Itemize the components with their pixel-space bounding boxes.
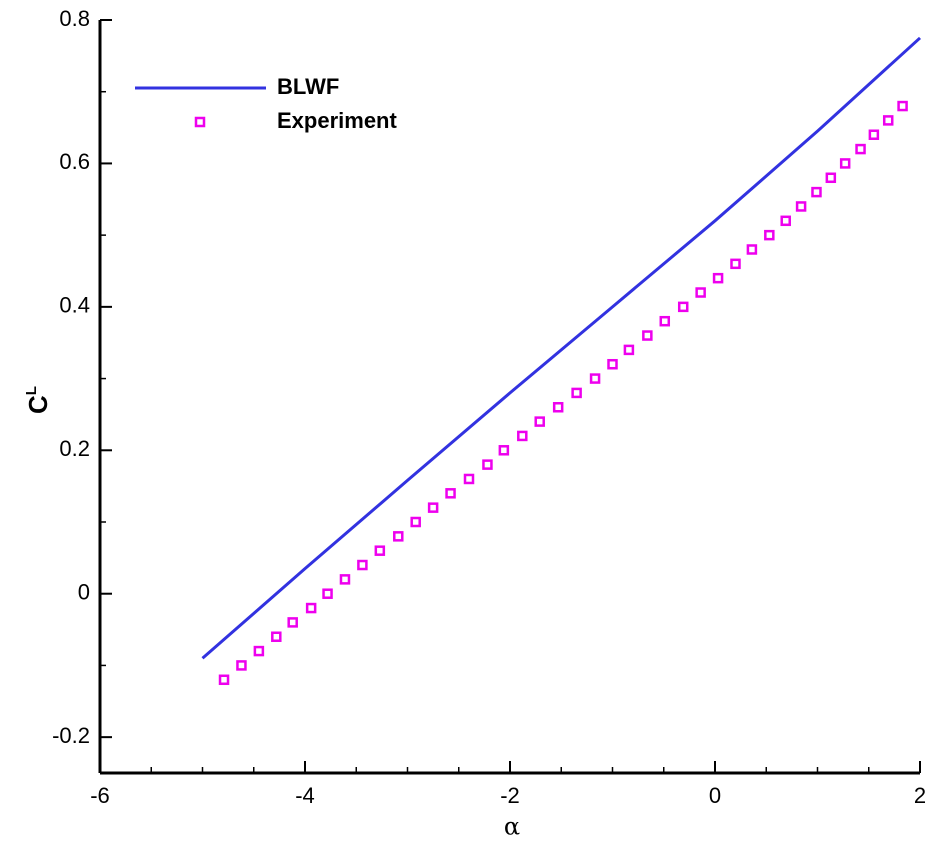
data-point xyxy=(357,559,368,571)
legend-label: Experiment xyxy=(277,108,397,133)
data-point xyxy=(825,172,837,184)
data-point xyxy=(897,100,908,112)
data-point xyxy=(253,645,265,657)
y-tick-label: 0.4 xyxy=(59,293,90,318)
data-point xyxy=(271,631,282,642)
data-point xyxy=(746,244,758,255)
x-tick-label: -4 xyxy=(295,783,315,808)
data-point xyxy=(305,602,317,614)
x-axis-label: α xyxy=(504,813,520,841)
data-point xyxy=(589,373,601,384)
data-point xyxy=(811,186,822,198)
data-point xyxy=(218,674,230,686)
y-tick-label: 0.8 xyxy=(59,6,90,31)
x-tick-label: 2 xyxy=(914,783,926,808)
data-line xyxy=(201,36,922,660)
data-point xyxy=(427,502,439,513)
legend-marker xyxy=(194,116,206,128)
x-tick-label: -6 xyxy=(90,783,110,808)
data-point xyxy=(695,287,706,298)
data-point xyxy=(659,315,671,327)
data-point xyxy=(677,301,689,313)
data-point xyxy=(463,473,475,485)
data-point xyxy=(571,387,582,399)
y-tick-label: 0 xyxy=(78,580,90,605)
legend-label: BLWF xyxy=(277,74,339,99)
data-point xyxy=(374,545,386,556)
y-tick-label: -0.2 xyxy=(52,723,90,748)
data-point xyxy=(517,430,528,442)
y-tick-label: 0.2 xyxy=(59,436,90,461)
y-axis-label-group: CL xyxy=(23,386,53,414)
y-axis-label-sub: L xyxy=(23,386,40,395)
data-point xyxy=(393,531,404,542)
data-point xyxy=(795,201,807,212)
data-point xyxy=(642,330,653,341)
data-point xyxy=(534,416,545,427)
data-point xyxy=(410,516,421,528)
data-point xyxy=(552,402,564,413)
data-point xyxy=(445,488,456,499)
data-point xyxy=(764,229,775,241)
data-point xyxy=(482,459,493,470)
data-point xyxy=(623,344,635,356)
y-tick-label: 0.6 xyxy=(59,149,90,174)
data-point xyxy=(339,574,351,585)
y-axis-label: CL xyxy=(23,386,53,414)
data-point xyxy=(839,158,851,169)
y-axis-label-main: C xyxy=(23,395,53,414)
data-point xyxy=(607,358,618,370)
data-point xyxy=(322,588,333,599)
data-point xyxy=(882,115,894,126)
x-tick-label: 0 xyxy=(709,783,721,808)
data-point xyxy=(712,272,724,284)
data-point xyxy=(868,129,880,140)
data-point xyxy=(236,660,247,671)
data-point xyxy=(498,445,510,456)
data-point xyxy=(855,143,866,155)
data-point xyxy=(730,258,741,270)
data-point xyxy=(287,617,298,628)
data-point xyxy=(780,215,791,227)
x-tick-label: -2 xyxy=(500,783,520,808)
